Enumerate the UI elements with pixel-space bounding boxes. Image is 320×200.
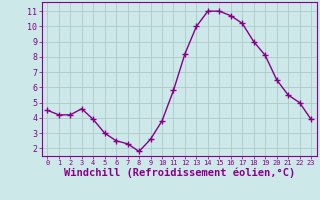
- X-axis label: Windchill (Refroidissement éolien,°C): Windchill (Refroidissement éolien,°C): [64, 168, 295, 178]
